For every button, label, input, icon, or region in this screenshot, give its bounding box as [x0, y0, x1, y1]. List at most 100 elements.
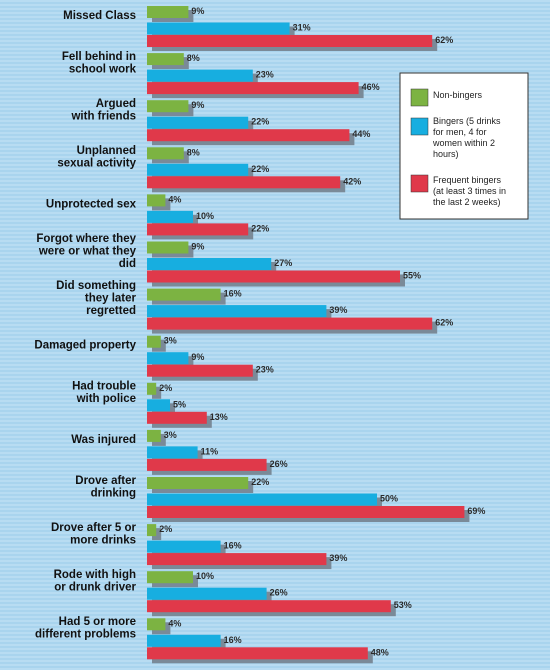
legend-swatch-frequent-bingers: [410, 174, 429, 193]
category-label-line: Rode with high: [54, 569, 136, 581]
bar-frequent-bingers: [147, 317, 433, 330]
background-stripe: [0, 204, 550, 206]
background-stripe: [0, 384, 550, 386]
background-stripe: [0, 548, 550, 550]
category-label: Missed Class: [63, 10, 136, 22]
data-label-non-bingers: 9%: [191, 242, 204, 252]
background-stripe: [0, 388, 550, 390]
data-label-frequent-bingers: 26%: [270, 459, 288, 469]
background-stripe: [0, 376, 550, 378]
data-label-non-bingers: 22%: [251, 477, 269, 487]
data-label-non-bingers: 9%: [191, 100, 204, 110]
data-label-non-bingers: 10%: [196, 571, 214, 581]
category-label-line: Drove after 5 or: [51, 522, 137, 534]
data-label-bingers: 5%: [173, 399, 186, 409]
background-stripe: [0, 536, 550, 538]
background-stripe: [0, 440, 550, 442]
background-stripe: [0, 380, 550, 382]
background-stripe: [0, 344, 550, 346]
bar-bingers: [147, 446, 198, 459]
background-stripe: [0, 64, 550, 66]
category-label-line: Argued: [96, 98, 136, 110]
background-stripe: [0, 524, 550, 526]
bar-bingers: [147, 540, 221, 553]
background-stripe: [0, 632, 550, 634]
background-stripe: [0, 456, 550, 458]
background-stripe: [0, 220, 550, 222]
legend-label-non-bingers: Non-bingers: [433, 90, 483, 100]
bar-bingers: [147, 69, 253, 82]
category-label-line: regretted: [86, 305, 136, 317]
bar-bingers: [147, 116, 249, 129]
bar-non-bingers: [147, 524, 157, 537]
category-label-line: Was injured: [71, 434, 136, 446]
background-stripe: [0, 56, 550, 58]
bar-bingers: [147, 258, 272, 270]
bar-frequent-bingers: [147, 506, 465, 518]
background-stripe: [0, 544, 550, 546]
background-stripe: [0, 372, 550, 374]
category-label-line: Fell behind in: [62, 51, 136, 63]
data-label-frequent-bingers: 62%: [435, 318, 453, 328]
data-label-bingers: 31%: [293, 23, 311, 33]
background-stripe: [0, 12, 550, 14]
background-stripe: [0, 216, 550, 218]
background-stripe: [0, 348, 550, 350]
background-stripe: [0, 148, 550, 150]
background-stripe: [0, 336, 550, 338]
background-stripe: [0, 8, 550, 10]
bar-frequent-bingers: [147, 364, 253, 377]
bar-frequent-bingers: [147, 176, 341, 189]
background-stripe: [0, 636, 550, 638]
background-stripe: [0, 4, 550, 6]
background-stripe: [0, 104, 550, 106]
background-stripe: [0, 80, 550, 82]
background-stripe: [0, 168, 550, 170]
background-stripe: [0, 664, 550, 666]
category-label-line: sexual activity: [57, 158, 136, 170]
background-stripe: [0, 212, 550, 214]
bar-bingers: [147, 399, 170, 412]
category-label: Did something they later regretted: [56, 280, 136, 317]
bar-shadow: [152, 528, 162, 541]
bar-non-bingers: [147, 429, 161, 442]
background-stripe: [0, 152, 550, 154]
category-label-line: Drove after: [75, 475, 136, 487]
background-stripe: [0, 352, 550, 354]
background-stripe: [0, 232, 550, 234]
background-stripe: [0, 0, 550, 2]
bar-frequent-bingers: [147, 458, 267, 471]
category-label-line: Forgot where they: [36, 233, 136, 245]
category-labels: Missed Class Fell behind in school work Arg…: [34, 10, 136, 641]
bar-non-bingers: [147, 618, 166, 631]
bar-frequent-bingers: [147, 647, 368, 660]
background-stripe: [0, 248, 550, 250]
background-stripe: [0, 584, 550, 586]
category-label: Rode with high or drunk driver: [54, 569, 137, 594]
data-label-non-bingers: 8%: [187, 53, 200, 63]
data-label-non-bingers: 4%: [168, 194, 181, 204]
category-label-line: Missed Class: [63, 10, 136, 22]
bar-non-bingers: [147, 477, 249, 489]
bar-frequent-bingers: [147, 223, 249, 236]
legend-bingers-line: for men, 4 for: [433, 127, 487, 137]
legend-label-frequent-bingers: Frequent bingers (at least 3 times in th…: [433, 175, 509, 207]
category-label-line: Did something: [56, 280, 136, 292]
background-stripe: [0, 528, 550, 530]
category-label-line: with friends: [70, 110, 136, 122]
category-label: Forgot where they were or what they did: [36, 233, 136, 270]
data-label-frequent-bingers: 53%: [394, 600, 412, 610]
background-stripe: [0, 228, 550, 230]
legend-bingers-line: women within 2: [432, 138, 495, 148]
bar-bingers: [147, 22, 290, 35]
background-stripe: [0, 244, 550, 246]
legend-box: [399, 72, 529, 220]
background-stripe: [0, 464, 550, 466]
background-stripe: [0, 224, 550, 226]
category-label: Had 5 or more different problems: [35, 616, 136, 641]
background-stripe: [0, 428, 550, 430]
background-stripe: [0, 644, 550, 646]
background-stripe: [0, 492, 550, 494]
category-label-line: drinking: [91, 487, 136, 499]
